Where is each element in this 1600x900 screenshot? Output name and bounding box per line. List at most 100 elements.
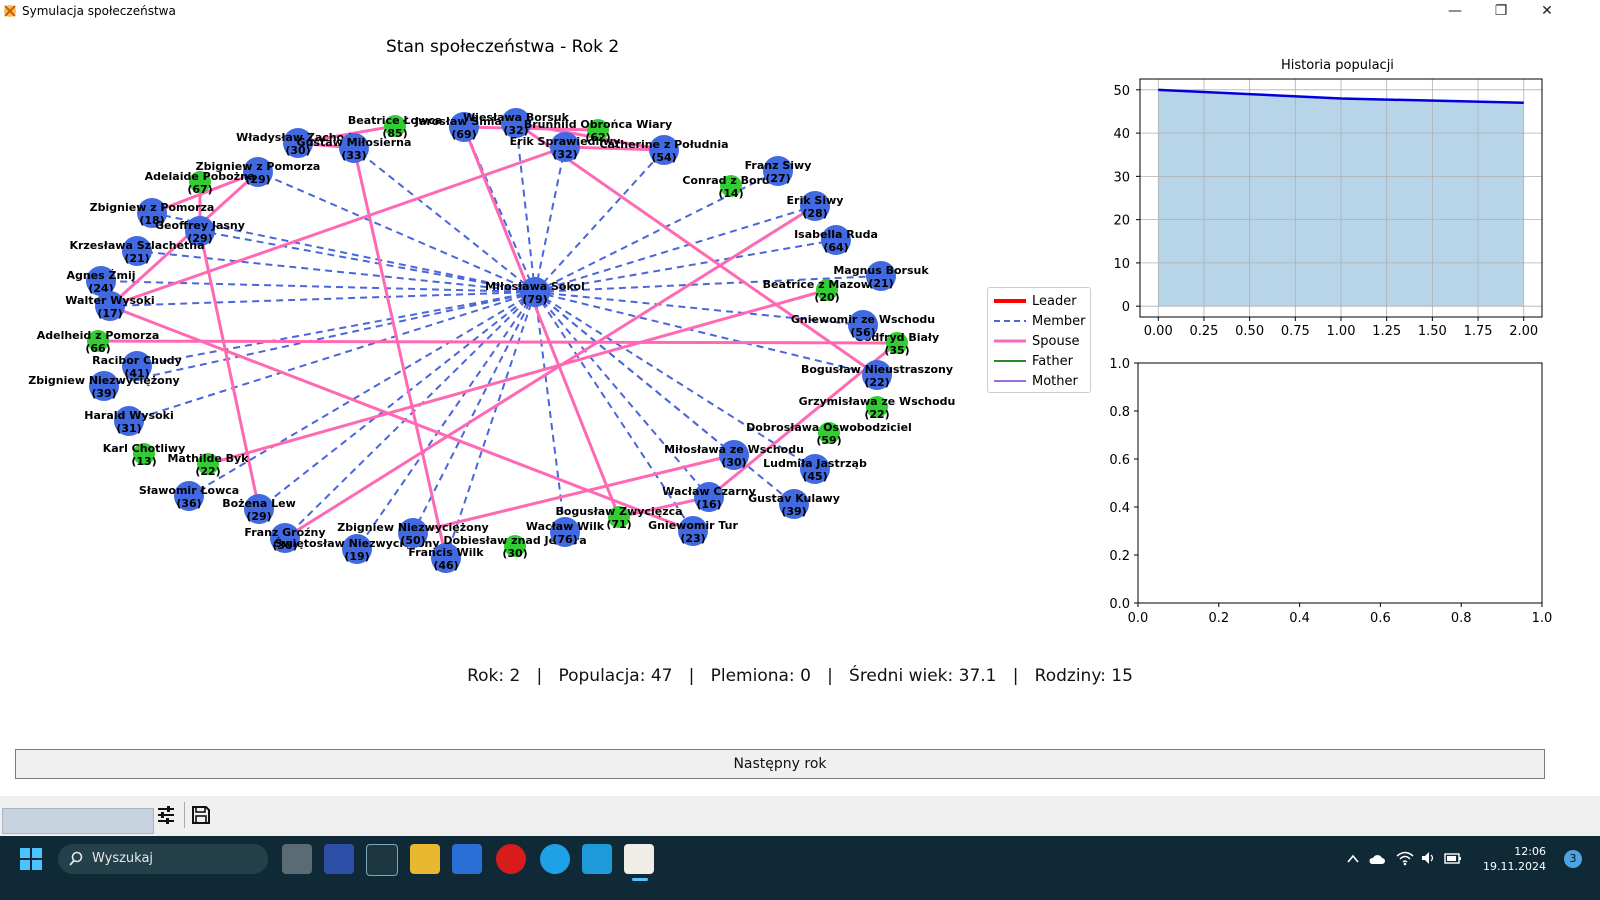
legend-swatch-leader [994,299,1026,303]
legend-label: Spouse [1032,334,1080,349]
node-age: (66) [85,342,110,355]
node-age: (33) [341,149,366,162]
member-edge [109,291,536,307]
member-edge [284,291,536,539]
node-circle [678,516,708,546]
node-circle [800,191,830,221]
legend-label: Member [1032,314,1086,329]
member-edge [534,275,882,293]
next-year-button[interactable]: Następny rok [15,749,1545,779]
configure-subplots-icon[interactable] [155,804,177,826]
person-node: Ludmiła Jastrząb(45) [763,454,867,484]
person-node: Jarosław Śmiały(69) [414,112,513,142]
task-view-icon[interactable] [282,844,312,874]
window-title: Symulacja społeczeństwa [22,4,176,18]
legend-item-mother: Mother [992,372,1088,390]
y-tick-label: 0.8 [1109,405,1130,420]
file-explorer-icon[interactable] [410,844,440,874]
save-icon[interactable] [190,804,212,826]
wifi-icon[interactable] [1396,850,1414,866]
clock-time: 12:06 [1514,845,1546,858]
member-edge [534,149,665,293]
node-age: (54) [651,151,676,164]
node-circle [587,119,609,141]
close-button[interactable]: ✕ [1541,3,1553,19]
windows-start-icon[interactable] [20,848,42,870]
graph-legend: Leader Member Spouse Father Mother [987,287,1091,393]
legend-item-member: Member [992,312,1088,330]
y-tick-label: 0.2 [1109,549,1130,564]
person-node: Zbigniew z Pomorza(18) [90,198,214,228]
node-age: (69) [451,128,476,141]
vscode-icon[interactable] [582,844,612,874]
x-tick-label: 0.75 [1281,324,1310,339]
node-name: Jarosław Śmiały [414,115,513,128]
taskbar-clock[interactable]: 12:06 19.11.2024 [1483,844,1546,874]
person-node: Gustav Kulawy(39) [748,489,840,519]
store-icon[interactable] [324,844,354,874]
node-age: (56) [850,326,875,339]
node-name: Zbigniew Niezwyciężony [337,521,488,534]
node-circle [866,261,896,291]
node-circle [816,279,838,301]
spouse-edge [97,339,898,345]
skype-icon[interactable] [540,844,570,874]
node-circle [339,133,369,163]
volume-icon[interactable] [1420,850,1436,866]
legend-item-father: Father [992,352,1088,370]
person-node: Gniewomir Tur(23) [648,516,738,546]
atom-icon[interactable] [366,844,398,876]
graph-edges [97,121,898,559]
node-name: Zbigniew Niezwyciężony [28,374,179,387]
node-age: (22) [864,408,889,421]
person-node: Beatrice Łowca(85) [348,114,442,140]
node-age: (22) [195,465,220,478]
spouse-edge [564,145,665,152]
population-history-chart: 0.00 0.25 0.50 0.75 1.00 1.25 1.50 1.75 2.00 0 10 2… [1113,78,1543,339]
node-age: (32) [552,148,577,161]
x-tick-label: 0.0 [1128,611,1149,626]
member-edge [136,250,536,293]
legend-swatch-mother [994,380,1026,382]
spouse-edge [207,288,828,466]
opera-icon[interactable] [496,844,526,874]
node-circle [122,236,152,266]
person-node: Magnus Borsuk(21) [833,261,929,291]
person-node: Zbigniew z Pomorza(29) [196,157,320,187]
notification-badge[interactable]: 3 [1564,850,1582,868]
y-tick-label: 1.0 [1109,357,1130,372]
x-tick-label: 0.8 [1451,611,1472,626]
person-node: Isabella Ruda(64) [794,225,878,255]
node-name: Dobrosława Oswobodziciel [746,421,912,434]
node-name: Ludmiła Jastrząb [763,457,867,470]
minimize-button[interactable]: — [1448,3,1462,19]
x-tick-label: 1.75 [1464,324,1493,339]
node-circle [862,360,892,390]
mail-icon[interactable] [452,844,482,874]
node-circle [384,115,406,137]
chevron-up-icon[interactable] [1346,852,1360,866]
person-node: Miłosława ze Wschodu(30) [664,440,804,470]
battery-icon[interactable] [1444,850,1462,866]
taskbar-search[interactable]: Wyszukaj [58,844,268,874]
person-node: Władysław Zachodu(30) [236,128,360,158]
person-node: Franz Groźny(30) [244,523,326,553]
node-circle [122,351,152,381]
node-name: Gustaw Miłosierna [297,136,412,149]
restore-button[interactable]: ❐ [1494,3,1508,19]
node-circle [848,310,878,340]
cloud-icon[interactable] [1368,852,1386,866]
node-age: (71) [606,518,631,531]
person-node: Erik Sprawiedliwy(32) [510,132,620,162]
person-node: Krzesława Szlachetna(21) [69,236,205,266]
member-edge [353,147,536,293]
legend-item-leader: Leader [992,292,1088,310]
person-node: Zbigniew Niezwyciężony(39) [28,371,180,401]
node-name: Conrad z Borów [682,174,779,187]
node-circle [95,291,125,321]
member-edge [356,291,536,550]
python-app-icon[interactable] [624,844,654,874]
node-name: Franz Groźny [244,526,325,539]
member-edge [534,170,779,293]
node-name: Isabella Ruda [794,228,878,241]
